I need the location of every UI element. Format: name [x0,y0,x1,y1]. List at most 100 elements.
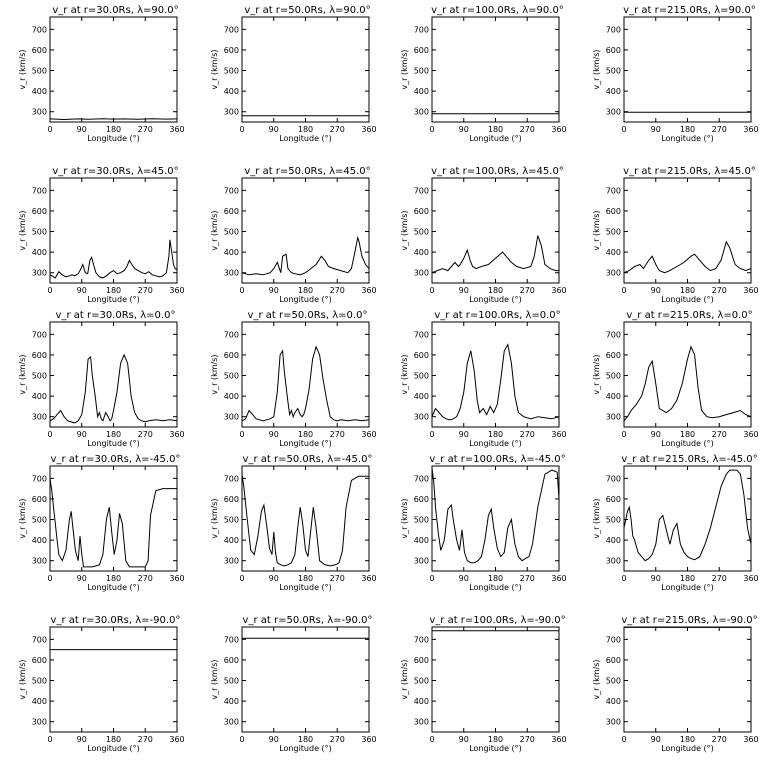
x-axis-label: Longitude (°) [279,134,332,143]
plot-frame [431,321,560,428]
panel-title: v_r at r=30.0Rs, λ=0.0° [56,310,176,321]
x-tick-label: 90 [651,125,661,134]
x-axis-label: Longitude (°) [661,295,714,304]
x-tick-label: 360 [169,286,184,295]
x-axis-label: Longitude (°) [661,439,714,448]
y-axis-label: v_r (km/s) [210,659,219,699]
panel-title: v_r at r=100.0Rs, λ=-45.0° [429,454,565,465]
x-tick-label: 360 [361,430,376,439]
y-tick-label: 600 [414,207,429,216]
x-tick-label: 270 [520,286,535,295]
series-line [432,343,559,421]
x-tick-label: 180 [298,574,313,583]
x-axis-label: Longitude (°) [87,439,140,448]
x-tick-label: 270 [712,574,727,583]
panel-title: v_r at r=50.0Rs, λ=0.0° [248,310,368,321]
y-axis-label: v_r (km/s) [18,49,27,89]
x-tick-label: 180 [680,430,695,439]
x-tick-label: 180 [298,430,313,439]
plot-frame [431,16,560,123]
y-tick-label: 700 [606,635,621,644]
x-tick-label: 0 [239,286,244,295]
y-tick-label: 500 [414,228,429,237]
y-axis-label: v_r (km/s) [210,354,219,394]
x-tick-label: 90 [651,430,661,439]
x-tick-label: 180 [298,125,313,134]
x-tick-label: 90 [269,574,279,583]
y-tick-label: 400 [224,248,239,257]
y-tick-label: 700 [224,25,239,34]
x-axis-label: Longitude (°) [469,134,522,143]
series-line [50,478,177,568]
panel-title: v_r at r=50.0Rs, λ=45.0° [244,166,370,177]
x-tick-label: 0 [621,125,626,134]
y-tick-label: 500 [224,677,239,686]
y-tick-label: 700 [32,186,47,195]
x-tick-label: 0 [621,574,626,583]
y-axis-label: v_r (km/s) [592,49,601,89]
y-axis-label: v_r (km/s) [18,659,27,699]
x-tick-label: 90 [459,286,469,295]
x-tick-label: 180 [298,735,313,744]
panel-title: v_r at r=50.0Rs, λ=90.0° [244,5,370,16]
x-tick-label: 270 [520,574,535,583]
y-tick-label: 300 [224,413,239,422]
panel-r2-c0: v_r at r=30.0Rs, λ=0.0° 0 90 180 270 360 300 40… [18,310,185,448]
x-tick-label: 360 [169,430,184,439]
y-tick-label: 500 [224,67,239,76]
x-tick-label: 90 [459,574,469,583]
x-tick-label: 0 [47,125,52,134]
x-tick-label: 180 [298,286,313,295]
y-tick-label: 300 [224,557,239,566]
plot-frame [623,177,752,284]
x-axis-label: Longitude (°) [279,583,332,592]
panel-title: v_r at r=30.0Rs, λ=45.0° [52,166,178,177]
panel-r4-c3: v_r at r=215.0Rs, λ=-90.0° 0 90 180 270 360 30… [592,615,759,753]
y-tick-label: 500 [414,677,429,686]
y-tick-label: 700 [606,330,621,339]
panel-title: v_r at r=100.0Rs, λ=90.0° [431,5,564,16]
x-tick-label: 0 [47,286,52,295]
y-tick-label: 500 [414,67,429,76]
y-tick-label: 500 [606,67,621,76]
y-tick-label: 700 [606,25,621,34]
x-tick-label: 360 [169,574,184,583]
x-tick-label: 360 [743,574,758,583]
x-tick-label: 90 [459,430,469,439]
y-tick-label: 300 [32,413,47,422]
y-tick-label: 500 [32,67,47,76]
y-axis-label: v_r (km/s) [592,354,601,394]
plot-frame [241,626,370,733]
x-axis-label: Longitude (°) [87,295,140,304]
x-tick-label: 90 [269,430,279,439]
panel-r4-c2: v_r at r=100.0Rs, λ=-90.0° 0 90 180 270 360 30… [400,615,567,753]
x-tick-label: 360 [169,125,184,134]
x-tick-label: 90 [77,574,87,583]
panel-r3-c0: v_r at r=30.0Rs, λ=-45.0° 0 90 180 270 360 300… [18,454,185,592]
x-tick-label: 360 [361,574,376,583]
x-tick-label: 0 [621,430,626,439]
y-tick-label: 300 [414,413,429,422]
y-tick-label: 300 [606,718,621,727]
panel-title: v_r at r=30.0Rs, λ=90.0° [52,5,178,16]
plot-frame [241,321,370,428]
panel-title: v_r at r=215.0Rs, λ=90.0° [623,5,756,16]
x-tick-label: 180 [106,735,121,744]
y-tick-label: 400 [224,536,239,545]
x-tick-label: 180 [488,574,503,583]
panel-r0-c0: v_r at r=30.0Rs, λ=90.0° 0 90 180 270 360 300 4… [18,5,185,143]
y-tick-label: 400 [414,697,429,706]
x-tick-label: 180 [680,286,695,295]
y-tick-label: 600 [606,207,621,216]
y-tick-label: 600 [224,46,239,55]
x-tick-label: 270 [138,125,153,134]
series-line [624,469,751,562]
x-axis-label: Longitude (°) [87,744,140,753]
panel-title: v_r at r=215.0Rs, λ=-90.0° [621,615,757,626]
x-tick-label: 180 [680,125,695,134]
x-tick-label: 360 [551,286,566,295]
y-tick-label: 300 [32,718,47,727]
panel-title: v_r at r=100.0Rs, λ=0.0° [434,310,560,321]
x-axis-label: Longitude (°) [469,439,522,448]
